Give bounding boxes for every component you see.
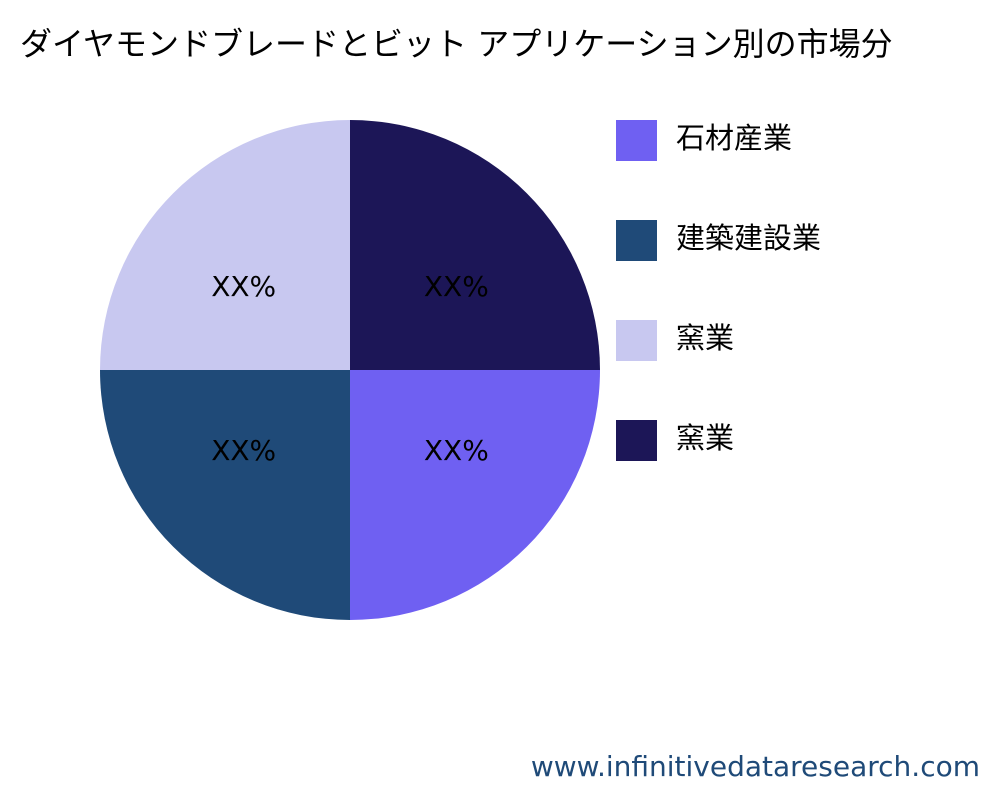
watermark: www.infinitivedataresearch.com (531, 750, 980, 783)
pie-slice (350, 370, 600, 620)
pie-slice (350, 120, 600, 370)
legend-label: 建築建設業 (676, 221, 821, 255)
legend-swatch (616, 420, 657, 461)
data-label: XX% (424, 270, 489, 303)
legend-swatch (616, 220, 657, 261)
legend-label: 石材産業 (676, 121, 792, 155)
data-label: XX% (424, 434, 489, 467)
legend-swatch (616, 320, 657, 361)
legend-label: 窯業 (676, 421, 734, 455)
data-label: XX% (211, 434, 276, 467)
pie-slice (100, 120, 350, 370)
legend-label: 窯業 (676, 321, 734, 355)
chart-title: ダイヤモンドブレードとビット アプリケーション別の市場分 (20, 25, 893, 63)
legend-swatch (616, 120, 657, 161)
data-label: XX% (211, 270, 276, 303)
pie-slice (100, 370, 350, 620)
